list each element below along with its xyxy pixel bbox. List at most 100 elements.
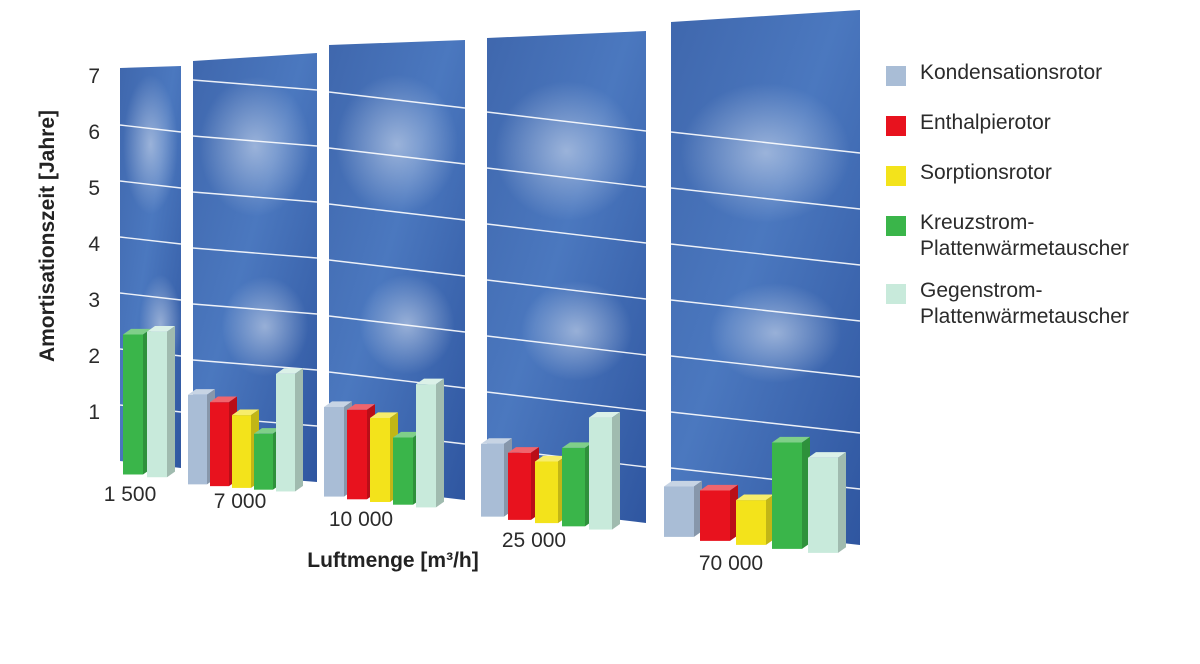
bar-top bbox=[276, 368, 303, 374]
bar-front bbox=[808, 457, 838, 553]
bar-top bbox=[147, 326, 175, 332]
gridline bbox=[192, 247, 318, 259]
bar-top bbox=[347, 404, 375, 410]
gridline bbox=[486, 335, 647, 356]
legend-label: Enthalpierotor bbox=[920, 111, 1051, 134]
bar-top bbox=[736, 494, 774, 501]
y-axis-title: Amortisationszeit [Jahre] bbox=[36, 110, 59, 362]
bar-side bbox=[436, 378, 444, 508]
cloud-highlight bbox=[520, 281, 633, 381]
bar-side bbox=[838, 452, 846, 553]
bar-top bbox=[210, 396, 237, 403]
bar-kondensationsrotor-4 bbox=[664, 480, 702, 537]
bar-top bbox=[324, 401, 352, 407]
bar-top bbox=[393, 431, 421, 438]
x-tick-label: 1 500 bbox=[104, 483, 157, 506]
gridline bbox=[486, 391, 647, 412]
gridline bbox=[328, 147, 466, 165]
gridline bbox=[486, 279, 647, 300]
bar-front bbox=[147, 331, 167, 478]
cloud-highlight bbox=[123, 74, 178, 215]
bar-top bbox=[232, 409, 259, 416]
gridline bbox=[670, 131, 861, 154]
y-tick-label: 7 bbox=[88, 65, 100, 88]
bar-front bbox=[276, 373, 295, 492]
legend-swatch bbox=[886, 116, 906, 136]
bar-kondensationsrotor-3 bbox=[481, 438, 512, 517]
bar-top bbox=[123, 328, 151, 335]
legend: Kondensationsrotor Enthalpierotor Sorption… bbox=[886, 60, 1186, 346]
bar-top bbox=[772, 436, 810, 443]
legend-label: Sorptionsrotor bbox=[920, 161, 1052, 184]
gridline bbox=[119, 292, 182, 301]
bar-top bbox=[188, 389, 215, 395]
bar-front bbox=[508, 452, 531, 520]
gridline bbox=[328, 259, 466, 277]
bar-top bbox=[416, 378, 444, 385]
bar-front bbox=[736, 500, 766, 545]
bar-front bbox=[664, 486, 694, 537]
bar-front bbox=[232, 415, 251, 488]
gridline bbox=[328, 315, 466, 333]
bar-front bbox=[188, 394, 207, 485]
gridline bbox=[119, 180, 182, 189]
bar-top bbox=[254, 428, 281, 434]
bar-front bbox=[416, 384, 436, 508]
gridline bbox=[328, 91, 466, 109]
gridline bbox=[486, 223, 647, 244]
bar-top bbox=[664, 480, 702, 487]
gridline bbox=[670, 411, 861, 434]
bar-front bbox=[347, 409, 367, 500]
bar-kreuzstrom-3 bbox=[562, 442, 593, 527]
legend-item: Kreuzstrom- Plattenwärmetauscher bbox=[886, 210, 1186, 278]
gridline bbox=[119, 236, 182, 245]
bar-front bbox=[254, 433, 273, 490]
bar-top bbox=[700, 484, 738, 491]
y-tick-label: 4 bbox=[88, 233, 100, 256]
bar-front bbox=[589, 417, 612, 530]
bar-gegenstrom-4 bbox=[808, 452, 846, 553]
bar-front bbox=[772, 442, 802, 549]
bar-gegenstrom-0 bbox=[147, 326, 175, 478]
bar-sorptionsrotor-4 bbox=[736, 494, 774, 545]
cloud-highlight bbox=[680, 83, 851, 223]
legend-label: Kreuzstrom- Plattenwärmetauscher bbox=[920, 211, 1129, 260]
bar-top bbox=[808, 452, 846, 458]
bar-kreuzstrom-4 bbox=[772, 436, 810, 549]
bar-top bbox=[562, 442, 593, 448]
gridline bbox=[670, 299, 861, 322]
bar-front bbox=[481, 443, 504, 517]
x-tick-label: 25 000 bbox=[502, 529, 566, 552]
legend-swatch bbox=[886, 166, 906, 186]
bar-top bbox=[535, 455, 566, 462]
x-tick-label: 70 000 bbox=[699, 552, 763, 575]
bar-side bbox=[612, 411, 620, 530]
bar-enthalpierotor-4 bbox=[700, 484, 738, 541]
legend-swatch bbox=[886, 284, 906, 304]
gridline bbox=[486, 167, 647, 188]
bar-gegenstrom-3 bbox=[589, 411, 620, 530]
bar-front bbox=[535, 461, 558, 524]
bar-front bbox=[370, 418, 390, 502]
gridline bbox=[192, 303, 318, 315]
legend-swatch bbox=[886, 66, 906, 86]
legend-label: Kondensationsrotor bbox=[920, 61, 1103, 84]
bar-front bbox=[700, 490, 730, 541]
bar-front bbox=[393, 437, 413, 505]
gridline bbox=[670, 355, 861, 378]
bar-top bbox=[508, 447, 539, 453]
bar-top bbox=[589, 411, 620, 418]
legend-swatch bbox=[886, 216, 906, 236]
bar-sorptionsrotor-3 bbox=[535, 455, 566, 524]
legend-item: Sorptionsrotor bbox=[886, 160, 1186, 210]
cloud-highlight bbox=[199, 76, 311, 217]
bar-enthalpierotor-3 bbox=[508, 447, 539, 520]
y-tick-label: 3 bbox=[88, 289, 100, 312]
bar-gegenstrom-2 bbox=[416, 378, 444, 508]
gridline bbox=[328, 203, 466, 221]
legend-item: Kondensationsrotor bbox=[886, 60, 1186, 110]
bar-front bbox=[324, 406, 344, 497]
legend-item: Gegenstrom- Plattenwärmetauscher bbox=[886, 278, 1186, 346]
x-tick-label: 10 000 bbox=[329, 508, 393, 531]
cloud-highlight bbox=[494, 81, 639, 221]
